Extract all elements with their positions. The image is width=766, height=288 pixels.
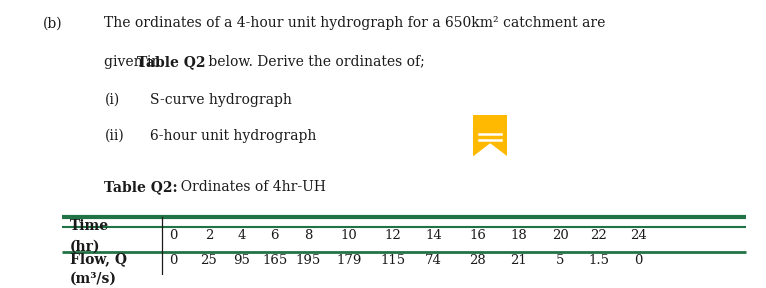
Text: 20: 20 (552, 229, 568, 242)
Text: 165: 165 (262, 254, 287, 267)
Text: 195: 195 (296, 254, 321, 267)
Text: 1.5: 1.5 (588, 254, 610, 267)
FancyBboxPatch shape (473, 115, 507, 157)
Text: 16: 16 (470, 229, 486, 242)
Text: given in: given in (104, 55, 165, 69)
Text: 74: 74 (425, 254, 442, 267)
Text: 14: 14 (425, 229, 442, 242)
Text: 5: 5 (556, 254, 565, 267)
Text: 4: 4 (237, 229, 246, 242)
Text: (hr): (hr) (70, 239, 100, 253)
Text: 6-hour unit hydrograph: 6-hour unit hydrograph (150, 128, 316, 143)
Text: Ordinates of 4hr-UH: Ordinates of 4hr-UH (172, 181, 326, 194)
Text: 22: 22 (591, 229, 607, 242)
Text: 6: 6 (270, 229, 279, 242)
Text: (m³/s): (m³/s) (70, 272, 117, 286)
Text: below. Derive the ordinates of;: below. Derive the ordinates of; (204, 55, 424, 69)
Text: (ii): (ii) (104, 128, 124, 143)
Text: 12: 12 (385, 229, 401, 242)
Text: 8: 8 (304, 229, 313, 242)
Text: 2: 2 (205, 229, 213, 242)
Text: The ordinates of a 4-hour unit hydrograph for a 650km² catchment are: The ordinates of a 4-hour unit hydrograp… (104, 16, 606, 31)
Text: 0: 0 (169, 254, 177, 267)
Text: 179: 179 (336, 254, 362, 267)
Text: 115: 115 (381, 254, 405, 267)
Text: 25: 25 (201, 254, 218, 267)
Text: 0: 0 (634, 254, 643, 267)
Text: Table Q2:: Table Q2: (104, 181, 178, 194)
Text: (i): (i) (104, 93, 119, 107)
Text: 18: 18 (510, 229, 527, 242)
Text: Flow, Q: Flow, Q (70, 252, 127, 266)
Text: (b): (b) (44, 16, 63, 31)
Text: 95: 95 (234, 254, 250, 267)
Text: 28: 28 (470, 254, 486, 267)
Polygon shape (473, 144, 507, 157)
Text: 10: 10 (340, 229, 357, 242)
Text: 21: 21 (510, 254, 527, 267)
Text: Table Q2: Table Q2 (137, 55, 206, 69)
Text: 0: 0 (169, 229, 177, 242)
Text: S-curve hydrograph: S-curve hydrograph (150, 93, 292, 107)
Text: Time: Time (70, 219, 110, 233)
Text: 24: 24 (630, 229, 647, 242)
